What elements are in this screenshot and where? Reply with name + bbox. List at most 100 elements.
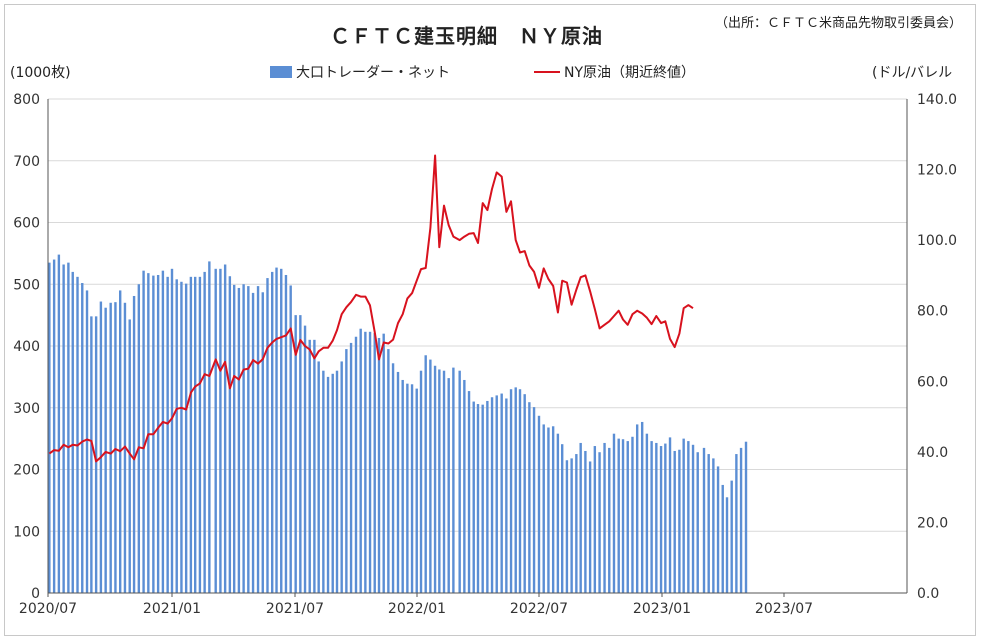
net-position-bar bbox=[467, 391, 471, 593]
net-position-bar bbox=[156, 274, 160, 593]
net-position-bar bbox=[442, 370, 446, 593]
net-position-bar bbox=[114, 302, 117, 593]
right-tick-label: 100.0 bbox=[917, 233, 957, 249]
net-position-bar bbox=[289, 285, 292, 593]
net-position-bar bbox=[472, 401, 475, 593]
net-position-bar bbox=[486, 400, 489, 593]
right-tick-label: 60.0 bbox=[917, 374, 948, 390]
left-tick-label: 0 bbox=[31, 586, 40, 602]
net-position-bar bbox=[707, 454, 710, 593]
net-position-bar bbox=[702, 447, 706, 593]
net-position-bar bbox=[166, 276, 169, 593]
net-position-bar bbox=[284, 274, 288, 593]
net-position-bar bbox=[198, 276, 202, 593]
net-position-bar bbox=[354, 336, 358, 593]
net-position-bar bbox=[67, 262, 70, 593]
net-position-bar bbox=[617, 438, 620, 593]
x-tick-label: 2020/07 bbox=[19, 601, 77, 617]
net-position-bar bbox=[335, 370, 339, 593]
net-position-bar bbox=[565, 460, 569, 593]
net-position-bar bbox=[532, 407, 536, 593]
right-tick-label: 120.0 bbox=[917, 163, 957, 179]
net-position-bar bbox=[481, 404, 484, 593]
net-position-bar bbox=[256, 286, 260, 593]
net-position-bar bbox=[593, 446, 597, 593]
net-position-bar bbox=[266, 278, 269, 593]
net-position-bar bbox=[739, 447, 743, 593]
net-position-bar bbox=[237, 287, 241, 593]
left-tick-label: 700 bbox=[13, 154, 40, 170]
net-position-bar bbox=[232, 284, 236, 593]
net-position-bar bbox=[640, 421, 644, 593]
net-position-bar bbox=[368, 331, 372, 593]
net-position-bar bbox=[575, 454, 578, 593]
left-tick-label: 800 bbox=[13, 92, 40, 108]
net-position-bar bbox=[528, 402, 531, 593]
net-position-bar bbox=[271, 271, 274, 593]
net-position-bar bbox=[406, 383, 409, 593]
net-position-bar bbox=[730, 480, 733, 593]
net-position-bar bbox=[537, 415, 541, 593]
net-position-bar bbox=[94, 316, 98, 593]
net-position-bar bbox=[696, 452, 699, 593]
net-position-bar bbox=[322, 370, 325, 593]
net-position-bar bbox=[514, 387, 517, 593]
net-position-bar bbox=[500, 393, 503, 593]
net-position-bar bbox=[85, 290, 89, 593]
net-position-bar bbox=[603, 442, 606, 593]
net-position-bar bbox=[608, 447, 611, 593]
net-position-bar bbox=[109, 302, 112, 593]
net-position-bar bbox=[659, 446, 663, 593]
x-tick-label: 2023/07 bbox=[755, 601, 813, 617]
net-position-bar bbox=[373, 333, 376, 593]
net-position-bar bbox=[203, 271, 206, 593]
net-position-bar bbox=[579, 442, 582, 593]
net-position-bar bbox=[345, 349, 348, 593]
net-position-bar bbox=[214, 268, 217, 593]
net-position-bar bbox=[62, 264, 65, 593]
net-position-bar bbox=[228, 276, 232, 593]
right-tick-label: 20.0 bbox=[917, 515, 948, 531]
chart-frame bbox=[4, 4, 976, 636]
net-position-bar bbox=[137, 284, 141, 593]
net-position-bar bbox=[668, 437, 672, 593]
net-position-bar bbox=[645, 433, 649, 593]
net-position-bar bbox=[584, 450, 587, 593]
net-position-bar bbox=[81, 283, 84, 593]
net-position-bar bbox=[542, 424, 545, 593]
net-position-bar bbox=[631, 436, 634, 593]
net-position-bar bbox=[655, 442, 658, 593]
net-position-bar bbox=[147, 273, 150, 593]
net-position-bar bbox=[735, 454, 738, 593]
net-position-bar bbox=[170, 268, 174, 593]
net-position-bar bbox=[303, 325, 307, 593]
crude-price-line bbox=[48, 154, 694, 463]
x-tick-label: 2022/01 bbox=[388, 601, 446, 617]
net-position-bar bbox=[326, 376, 330, 593]
net-position-bar bbox=[721, 484, 724, 593]
net-position-bar bbox=[429, 359, 432, 593]
net-position-bar bbox=[359, 328, 362, 593]
net-position-bar bbox=[247, 286, 250, 593]
net-position-bar bbox=[401, 379, 404, 593]
net-position-bar bbox=[377, 337, 381, 593]
left-axis-unit: (1000枚) bbox=[10, 65, 71, 81]
net-position-bar bbox=[598, 452, 601, 593]
right-tick-label: 40.0 bbox=[917, 445, 948, 461]
net-position-bar bbox=[219, 268, 222, 593]
net-position-bar bbox=[621, 439, 625, 593]
net-position-bar bbox=[396, 371, 400, 593]
net-position-bar bbox=[551, 426, 555, 593]
net-position-bar bbox=[242, 284, 245, 593]
net-position-bar bbox=[438, 369, 441, 593]
net-position-bar bbox=[716, 466, 720, 593]
net-position-bar bbox=[509, 389, 513, 593]
net-position-bar bbox=[518, 389, 522, 593]
net-position-bar bbox=[452, 367, 455, 593]
net-position-bar bbox=[128, 319, 131, 593]
legend-item-crude-price: NY原油（期近終値） bbox=[534, 62, 695, 82]
net-position-bar bbox=[161, 270, 165, 593]
net-position-bar bbox=[673, 450, 676, 593]
net-position-bar bbox=[744, 441, 748, 593]
